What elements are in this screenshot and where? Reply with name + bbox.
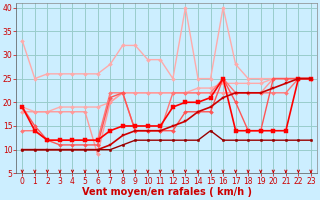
X-axis label: Vent moyen/en rafales ( km/h ): Vent moyen/en rafales ( km/h ): [82, 187, 252, 197]
